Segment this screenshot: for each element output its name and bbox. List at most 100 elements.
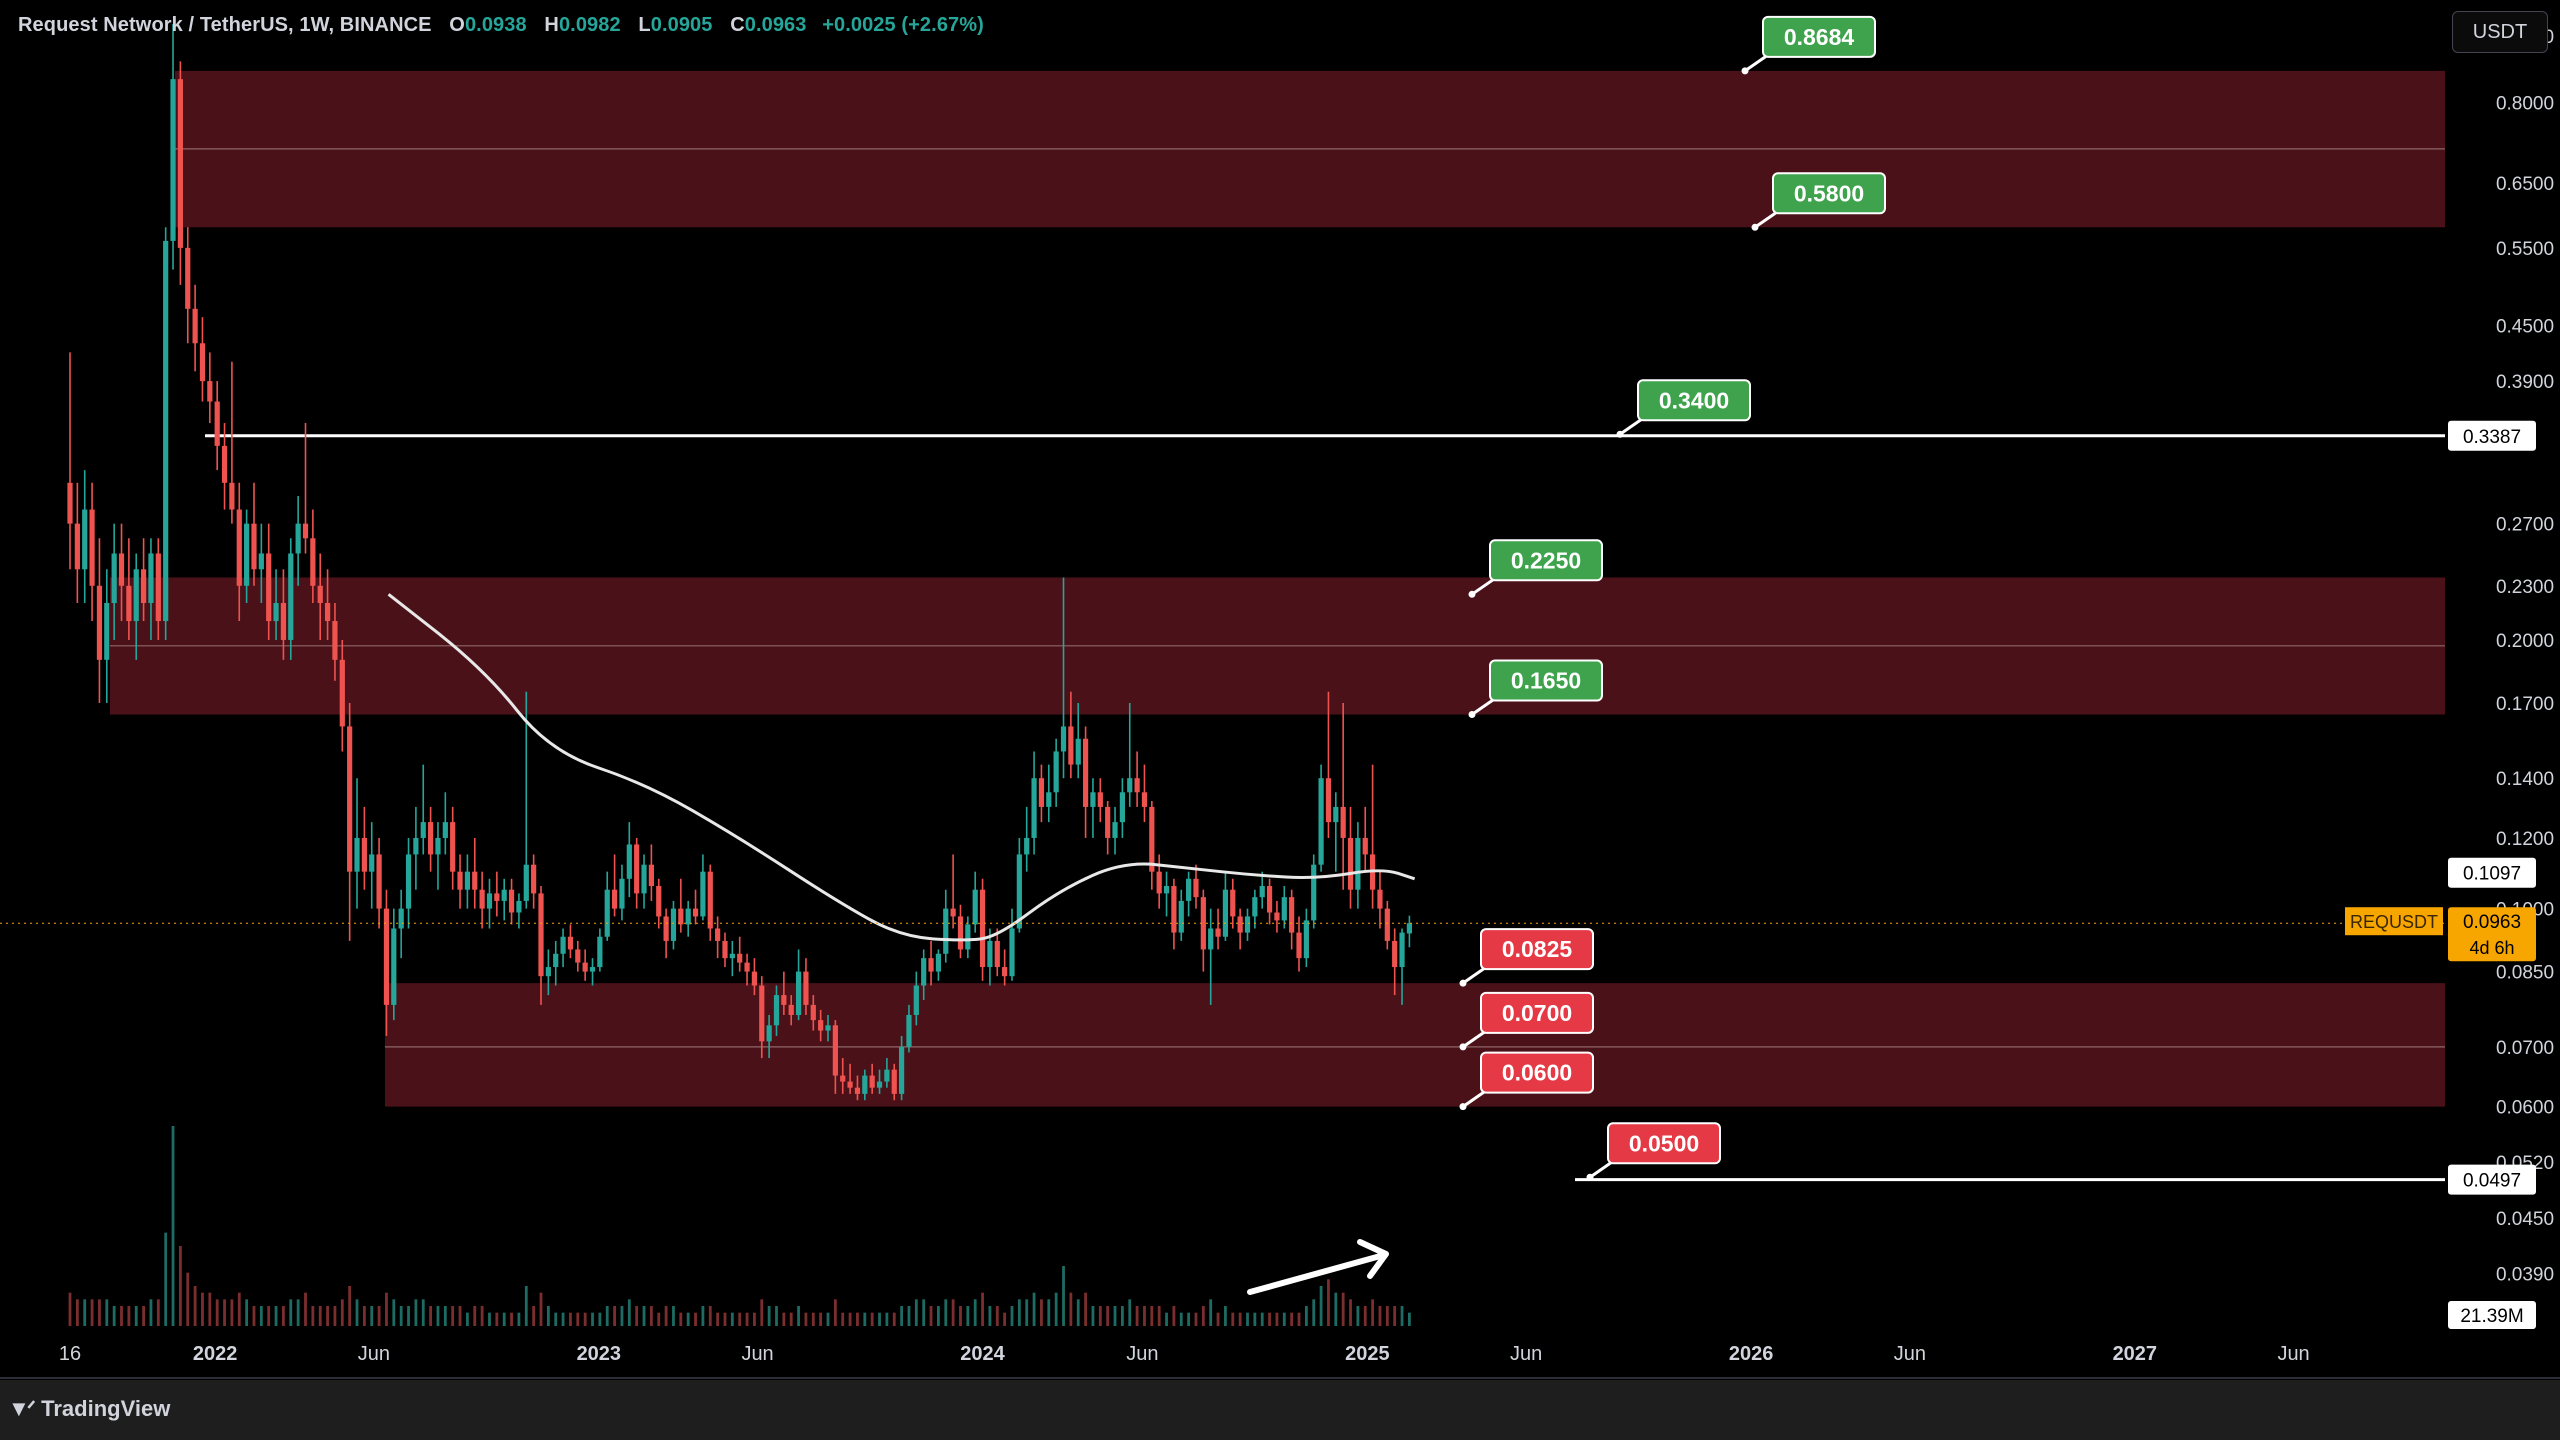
candle-body xyxy=(1134,778,1140,793)
volume-bar xyxy=(856,1312,859,1326)
candle-body xyxy=(339,659,345,727)
volume-bar xyxy=(753,1312,756,1326)
candle-body xyxy=(869,1075,875,1088)
zones-layer xyxy=(110,70,2445,1107)
volume-bar xyxy=(745,1312,749,1326)
volume-bar xyxy=(922,1299,926,1326)
candle-body xyxy=(1186,878,1192,901)
volume-bar xyxy=(848,1312,852,1326)
high-value: 0.0982 xyxy=(558,14,621,36)
price-chart[interactable]: 0.8684 0.5800 0.3400 0.2250 0.1650 0.0825 0.07… xyxy=(0,0,2560,1380)
volume-bar xyxy=(833,1299,837,1326)
level-label-box xyxy=(1489,539,1603,582)
high-label: H xyxy=(544,14,559,36)
volume-bar xyxy=(1179,1312,1183,1326)
time-axis[interactable]: 16 2022 Jun 2023 Jun 2024 Jun 2025 Jun 2026 Jun 202… xyxy=(59,1343,2310,1365)
tradingview-logo-icon: ▼ᐟ xyxy=(8,1396,36,1421)
volume-bar xyxy=(98,1299,101,1326)
candle-body xyxy=(170,79,176,241)
volume-bar xyxy=(775,1306,778,1326)
candle-body xyxy=(383,908,390,1005)
volume-bar xyxy=(75,1299,79,1326)
tradingview-brand[interactable]: ▼ᐟ TradingView xyxy=(8,1396,170,1422)
volume-bar xyxy=(458,1306,462,1326)
candle-body xyxy=(1333,806,1339,823)
candle-body xyxy=(310,538,316,586)
volume-bar xyxy=(1231,1312,1235,1326)
y-tick-label: 0.3900 xyxy=(2496,372,2554,393)
volume-bar xyxy=(981,1292,984,1326)
candle-body xyxy=(273,603,279,622)
candle-body xyxy=(1002,967,1008,977)
label-anchor-dot xyxy=(1586,1173,1594,1181)
candle-body xyxy=(531,864,537,894)
level-label-box xyxy=(1607,1122,1721,1165)
candle-body xyxy=(266,553,272,622)
volume-bar xyxy=(318,1306,322,1326)
volume-bar xyxy=(1304,1306,1308,1326)
volume-bar xyxy=(252,1306,256,1326)
candle-body xyxy=(1163,886,1170,894)
volume-bar xyxy=(900,1306,904,1326)
volume-bar xyxy=(738,1312,742,1326)
volume-bar xyxy=(68,1292,72,1326)
volume-bar xyxy=(951,1299,955,1326)
candle-body xyxy=(935,953,942,972)
volume-bar xyxy=(1032,1292,1036,1326)
candle-body xyxy=(1105,806,1111,838)
candle-body xyxy=(1060,726,1067,752)
candle-body xyxy=(207,381,213,402)
volume-bar xyxy=(1098,1306,1102,1326)
candle-body xyxy=(943,908,949,954)
candle-body xyxy=(1009,928,1015,977)
candle-body xyxy=(1296,932,1302,959)
volume-bar xyxy=(304,1292,307,1326)
candle-body xyxy=(332,621,338,660)
level-label-box xyxy=(1480,1051,1594,1094)
tradingview-brand-label: TradingView xyxy=(41,1396,171,1421)
price-badge-text: 0.0497 xyxy=(2463,1171,2521,1192)
candle-body xyxy=(751,971,758,986)
candle-body xyxy=(295,523,301,554)
candle-body xyxy=(847,1081,853,1088)
candle-body xyxy=(523,864,529,901)
volume-bar xyxy=(539,1292,543,1326)
volume-bar xyxy=(782,1312,786,1326)
volume-bar xyxy=(414,1299,418,1326)
candle-body xyxy=(442,822,448,838)
candle-body xyxy=(74,523,80,570)
symbol-title: Request Network / TetherUS, 1W, BINANCE xyxy=(18,14,432,36)
price-badge-text: 0.1097 xyxy=(2463,864,2521,885)
volume-bar xyxy=(237,1292,241,1326)
volume-bar xyxy=(1385,1306,1389,1326)
candle-body xyxy=(1259,886,1265,898)
volume-bar xyxy=(105,1299,109,1326)
candle-body xyxy=(464,871,471,890)
volume-bar xyxy=(988,1306,992,1326)
volume-bar xyxy=(1113,1306,1117,1326)
candle-body xyxy=(361,837,367,872)
candle-body xyxy=(1230,889,1236,917)
candle-body xyxy=(472,871,478,890)
candle-body xyxy=(1237,916,1243,933)
target-label-text: 0.8684 xyxy=(1784,24,1855,50)
volume-bar xyxy=(1282,1312,1286,1326)
candle-body xyxy=(199,343,206,382)
x-tick-label: Jun xyxy=(2277,1343,2309,1365)
price-axis[interactable]: 0.95000.80000.65000.55000.45000.39000.27… xyxy=(2496,27,2554,1286)
volume-bar xyxy=(502,1312,506,1326)
candle-body xyxy=(1289,897,1295,933)
volume-bar xyxy=(1091,1306,1095,1326)
candle-body xyxy=(214,401,220,446)
volume-bar xyxy=(1290,1312,1294,1326)
currency-button[interactable]: USDT xyxy=(2452,11,2548,53)
volume-bar xyxy=(826,1312,830,1326)
volume-bar xyxy=(201,1292,204,1326)
candle-body xyxy=(1377,889,1383,909)
volume-bar xyxy=(1268,1312,1271,1326)
volume-bar xyxy=(215,1299,219,1326)
candle-body xyxy=(1244,916,1251,933)
volume-bar xyxy=(804,1312,808,1326)
candle-body xyxy=(67,482,73,524)
level-label-box xyxy=(1489,659,1603,702)
